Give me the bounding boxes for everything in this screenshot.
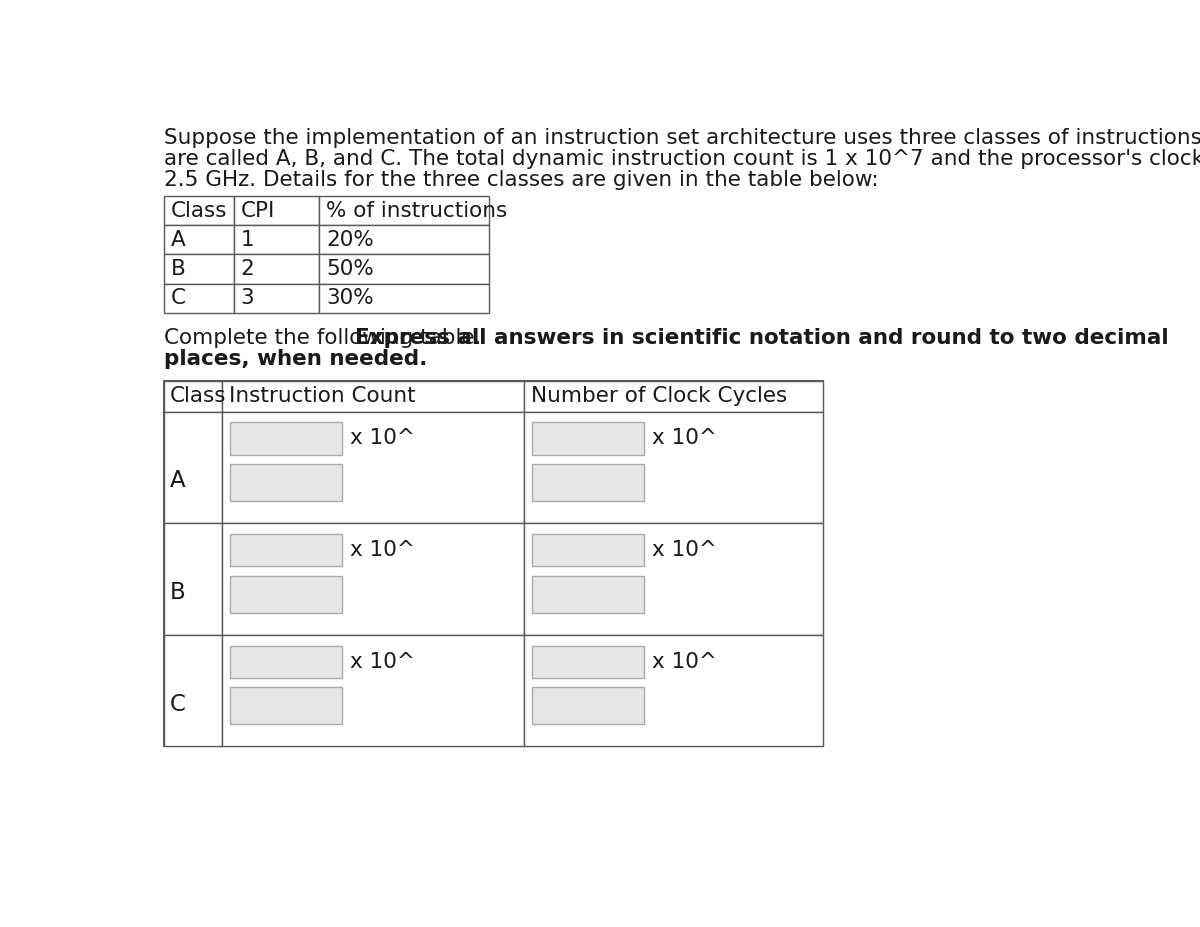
- Text: 50%: 50%: [326, 259, 373, 279]
- Bar: [532, 534, 644, 566]
- Text: x 10^: x 10^: [653, 428, 718, 449]
- Bar: [524, 635, 823, 746]
- Text: A: A: [170, 230, 186, 250]
- Bar: [532, 464, 644, 501]
- Bar: [164, 523, 222, 635]
- Bar: [164, 284, 234, 313]
- Bar: [164, 381, 222, 412]
- Bar: [230, 534, 342, 566]
- Bar: [164, 412, 222, 523]
- Text: 2.5 GHz. Details for the three classes are given in the table below:: 2.5 GHz. Details for the three classes a…: [164, 170, 878, 190]
- Bar: [319, 225, 490, 254]
- Bar: [524, 523, 823, 635]
- Text: 20%: 20%: [326, 230, 373, 250]
- Bar: [319, 196, 490, 225]
- Text: 3: 3: [241, 288, 254, 309]
- Text: CPI: CPI: [241, 200, 275, 221]
- Text: 2: 2: [241, 259, 254, 279]
- Text: 30%: 30%: [326, 288, 373, 309]
- Text: B: B: [169, 581, 185, 603]
- Text: x 10^: x 10^: [350, 428, 415, 449]
- Text: x 10^: x 10^: [350, 652, 415, 672]
- Bar: [524, 412, 823, 523]
- Bar: [222, 412, 524, 523]
- Text: C: C: [170, 288, 186, 309]
- Bar: [532, 423, 644, 454]
- Text: Class: Class: [170, 200, 228, 221]
- Bar: [222, 635, 524, 746]
- Text: Express all answers in scientific notation and round to two decimal: Express all answers in scientific notati…: [355, 328, 1169, 349]
- Text: A: A: [169, 469, 185, 492]
- Bar: [532, 576, 644, 613]
- Bar: [222, 381, 524, 412]
- Text: Complete the following table.: Complete the following table.: [164, 328, 488, 349]
- Bar: [230, 645, 342, 678]
- Bar: [164, 225, 234, 254]
- Bar: [532, 687, 644, 724]
- Bar: [164, 381, 823, 746]
- Text: Suppose the implementation of an instruction set architecture uses three classes: Suppose the implementation of an instruc…: [164, 128, 1200, 148]
- Bar: [319, 254, 490, 284]
- Bar: [234, 196, 319, 225]
- Bar: [319, 284, 490, 313]
- Bar: [524, 381, 823, 412]
- Bar: [164, 635, 222, 746]
- Text: Instruction Count: Instruction Count: [229, 387, 415, 406]
- Bar: [230, 464, 342, 501]
- Text: B: B: [170, 259, 186, 279]
- Bar: [532, 645, 644, 678]
- Text: x 10^: x 10^: [653, 540, 718, 560]
- Bar: [230, 423, 342, 454]
- Bar: [234, 225, 319, 254]
- Bar: [222, 523, 524, 635]
- Text: C: C: [169, 692, 185, 716]
- Bar: [234, 284, 319, 313]
- Bar: [164, 254, 234, 284]
- Text: x 10^: x 10^: [653, 652, 718, 672]
- Text: % of instructions: % of instructions: [326, 200, 508, 221]
- Bar: [234, 254, 319, 284]
- Text: 1: 1: [241, 230, 254, 250]
- Bar: [230, 687, 342, 724]
- Text: Number of Clock Cycles: Number of Clock Cycles: [532, 387, 787, 406]
- Text: Class: Class: [169, 387, 226, 406]
- Text: x 10^: x 10^: [350, 540, 415, 560]
- Bar: [164, 196, 234, 225]
- Text: are called A, B, and C. The total dynamic instruction count is 1 x 10^7 and the : are called A, B, and C. The total dynami…: [164, 149, 1200, 169]
- Text: places, when needed.: places, when needed.: [164, 349, 427, 369]
- Bar: [230, 576, 342, 613]
